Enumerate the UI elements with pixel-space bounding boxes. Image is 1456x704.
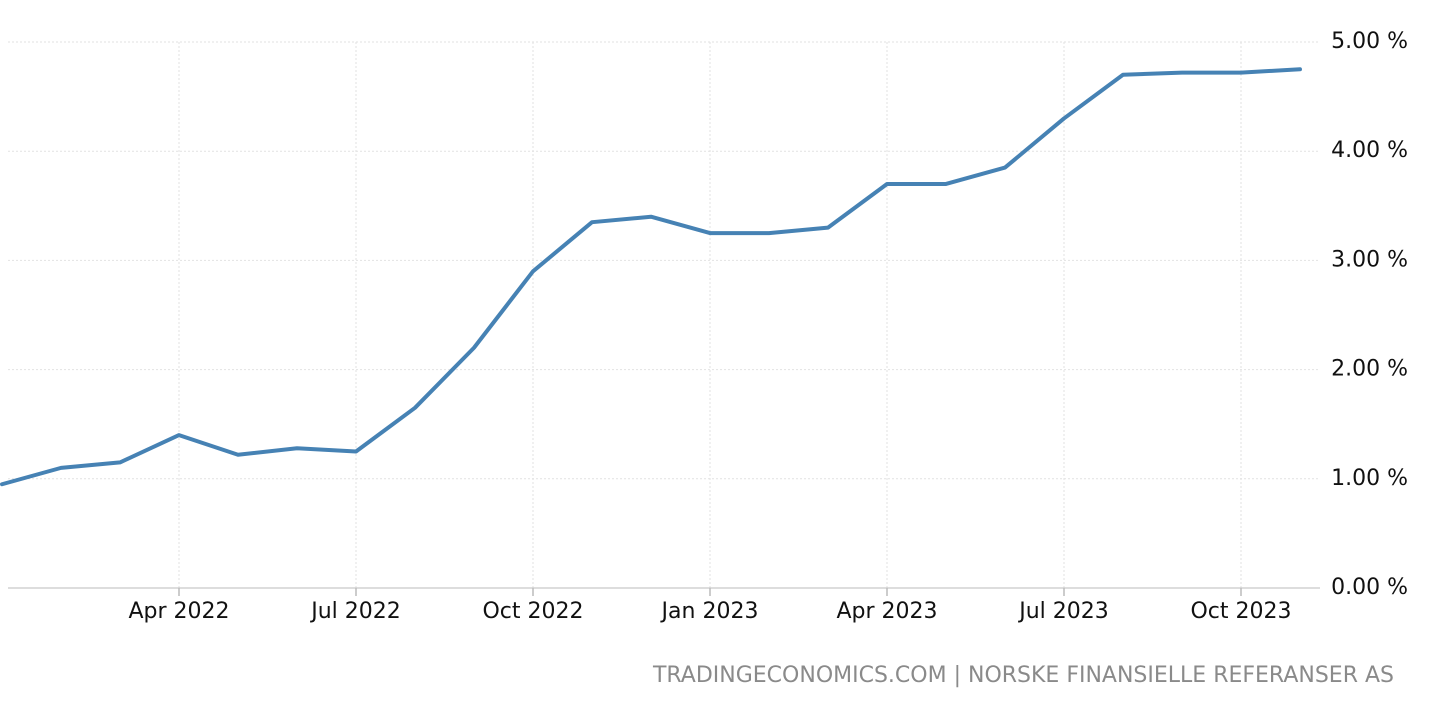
y-tick-label: 4.00 % [1331,138,1408,163]
line [0,67,1302,487]
source: TRADINGECONOMICS.COM | NORSKE FINANSIELL… [652,663,1394,688]
x-tick-label: Jul 2022 [309,599,401,624]
x-tick-label: Oct 2023 [1190,599,1291,624]
x-tick-label: Oct 2022 [482,599,583,624]
x-tick-label: Jul 2023 [1017,599,1109,624]
y-tick-label: 5.00 % [1331,29,1408,54]
y-tick-label: 0.00 % [1331,575,1408,600]
y-tick-label: 3.00 % [1331,247,1408,272]
x-tick-label: Apr 2023 [836,599,937,624]
y-tick-label: 1.00 % [1331,466,1408,491]
x-tick-label: Jan 2023 [660,599,759,624]
y-tick-label: 2.00 % [1331,357,1408,382]
x-tick-label: Apr 2022 [128,599,229,624]
